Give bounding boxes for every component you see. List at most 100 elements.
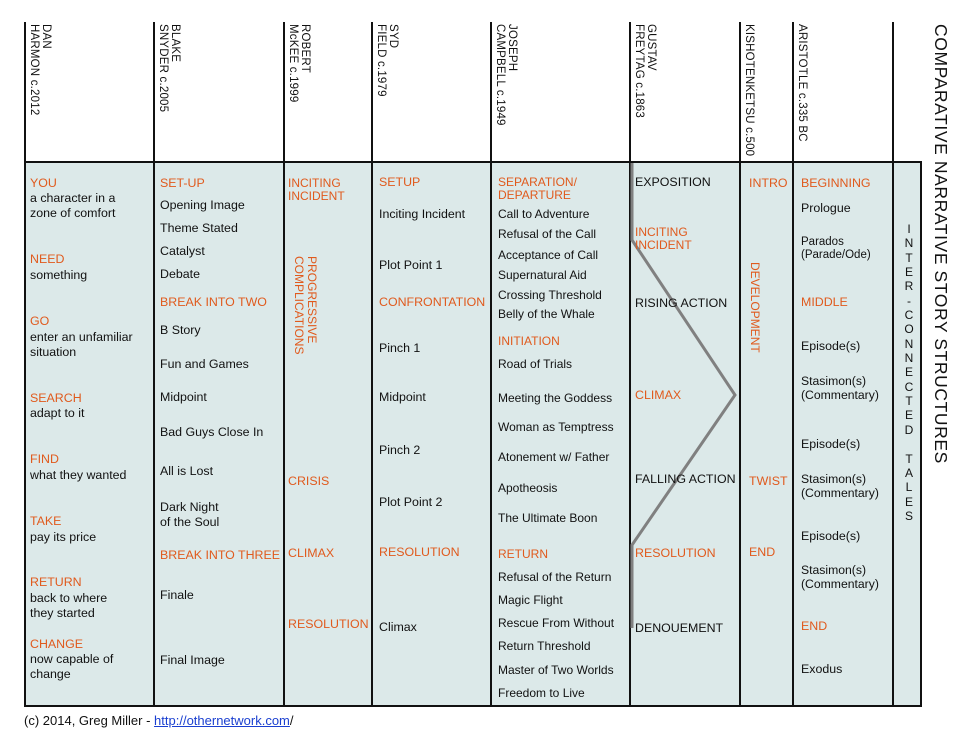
harmon-label: TAKE	[30, 514, 62, 528]
campbell-beat: The Ultimate Boon	[498, 511, 598, 525]
footer-suffix: /	[289, 713, 294, 728]
aristotle-part: MIDDLE	[801, 295, 848, 309]
campbell-beat: Supernatural Aid	[498, 268, 587, 282]
column-band	[373, 163, 490, 706]
freytag-stage: CLIMAX	[635, 388, 682, 402]
subtitle-letter: T	[905, 451, 913, 466]
harmon-text: enter an unfamiliar situation	[30, 330, 133, 359]
campbell-beat: Atonement w/ Father	[498, 450, 610, 464]
harmon-text: adapt to it	[30, 406, 85, 420]
campbell-stage: RETURN	[498, 547, 548, 561]
aristotle-element: Prologue	[801, 201, 851, 215]
column-band	[285, 163, 371, 706]
snyder-act-label: BREAK INTO THREE	[160, 548, 281, 562]
snyder-beat: Bad Guys Close In	[160, 425, 264, 439]
harmon-label: NEED	[30, 252, 65, 266]
subtitle-letter: C	[904, 379, 914, 394]
freytag-stage: FALLING ACTION	[635, 472, 736, 486]
aristotle-element: Parados (Parade/Ode)	[801, 236, 871, 261]
freytag-stage: RISING ACTION	[635, 296, 728, 310]
field-beat: Pinch 1	[379, 341, 421, 355]
snyder-beat: Catalyst	[160, 244, 205, 258]
campbell-beat: Return Threshold	[498, 639, 591, 653]
mckee-inciting: INCITING INCIDENT	[288, 176, 345, 203]
harmon-text: pay its price	[30, 530, 97, 544]
kishotenketsu-stage: END	[749, 545, 776, 559]
aristotle-part: BEGINNING	[801, 176, 871, 190]
column-header-field: SYD FIELD c.1979	[375, 24, 399, 97]
column-band	[26, 163, 153, 706]
aristotle-element: Stasimon(s) (Commentary)	[801, 374, 879, 402]
subtitle-letter: I	[907, 222, 911, 236]
snyder-beat: Finale	[160, 588, 194, 602]
harmon-text: a character in a zone of comfort	[30, 191, 116, 220]
column-band	[741, 163, 792, 706]
harmon-label: FIND	[30, 452, 59, 466]
column-band	[155, 163, 283, 706]
harmon-text: what they wanted	[30, 468, 127, 482]
column-header-snyder: BLAKE SNYDER c.2005	[157, 24, 181, 113]
subtitle-letter: E	[904, 265, 913, 280]
field-beat: Climax	[379, 620, 417, 634]
aristotle-element: Episode(s)	[801, 529, 861, 543]
subtitle-letter: E	[904, 494, 913, 509]
field-beat: Pinch 2	[379, 443, 421, 457]
harmon-text: something	[30, 268, 88, 282]
kishotenketsu-development: DEVELOPMENT	[748, 262, 762, 353]
harmon-text: back to where they started	[30, 591, 108, 620]
column-header-mckee: ROBERT McKEE c.1999	[287, 24, 311, 103]
campbell-beat: Rescue From Without	[498, 616, 615, 630]
campbell-beat: Apotheosis	[498, 481, 558, 495]
column-band	[492, 163, 629, 706]
campbell-stage: SEPARATION/ DEPARTURE	[498, 175, 577, 202]
column-divider	[892, 22, 894, 706]
field-beat: Plot Point 1	[379, 258, 443, 272]
aristotle-element: Stasimon(s) (Commentary)	[801, 563, 879, 591]
page-title: COMPARATIVE NARRATIVE STORY STRUCTURES	[931, 24, 951, 464]
column-band	[631, 163, 739, 706]
field-beat: Midpoint	[379, 390, 426, 404]
mckee-resolution: RESOLUTION	[288, 617, 369, 631]
column-header-freytag: GUSTAV FREYTAG c.1863	[633, 24, 657, 118]
column-divider	[629, 22, 631, 706]
column-divider	[739, 22, 741, 706]
campbell-beat: Call to Adventure	[498, 207, 590, 221]
harmon-label: SEARCH	[30, 391, 82, 405]
freytag-stage: RESOLUTION	[635, 546, 716, 560]
campbell-beat: Master of Two Worlds	[498, 663, 614, 677]
campbell-beat: Meeting the Goddess	[498, 391, 613, 405]
campbell-beat: Road of Trials	[498, 357, 573, 371]
harmon-label: GO	[30, 314, 50, 328]
aristotle-element: Exodus	[801, 662, 843, 676]
column-divider	[792, 22, 794, 706]
footer-link[interactable]: http://othernetwork.com	[154, 713, 290, 728]
column-header-aristotle: ARISTOTLE c.335 BC	[796, 24, 808, 142]
bottom-rule	[24, 705, 922, 707]
freytag-stage: EXPOSITION	[635, 175, 711, 189]
snyder-beat: Theme Stated	[160, 221, 238, 235]
subtitle-letter: L	[905, 480, 913, 495]
subtitle-letter: N	[904, 351, 914, 366]
column-divider	[371, 22, 373, 706]
kishotenketsu-stage: INTRO	[749, 176, 788, 190]
mckee-progressive: PROGRESSIVE COMPLICATIONS	[292, 256, 319, 355]
campbell-beat: Refusal of the Call	[498, 227, 597, 241]
harmon-label: CHANGE	[30, 637, 84, 651]
column-divider	[283, 22, 285, 706]
field-setup: SETUP	[379, 175, 421, 189]
subtitle-letter: T	[905, 394, 913, 409]
kishotenketsu-stage: TWIST	[749, 474, 788, 488]
column-band	[894, 163, 922, 706]
subtitle-letter: -	[907, 293, 911, 308]
footer-text: (c) 2014, Greg Miller -	[24, 713, 155, 728]
campbell-beat: Woman as Temptress	[498, 420, 614, 434]
snyder-act-label: BREAK INTO TWO	[160, 295, 267, 309]
column-divider	[490, 22, 492, 706]
column-divider	[153, 22, 155, 706]
snyder-beat: Fun and Games	[160, 357, 249, 371]
freytag-stage: DENOUEMENT	[635, 621, 724, 635]
column-divider	[24, 22, 26, 706]
mckee-climax: CLIMAX	[288, 546, 335, 560]
snyder-beat: Dark Night of the Soul	[160, 500, 220, 529]
